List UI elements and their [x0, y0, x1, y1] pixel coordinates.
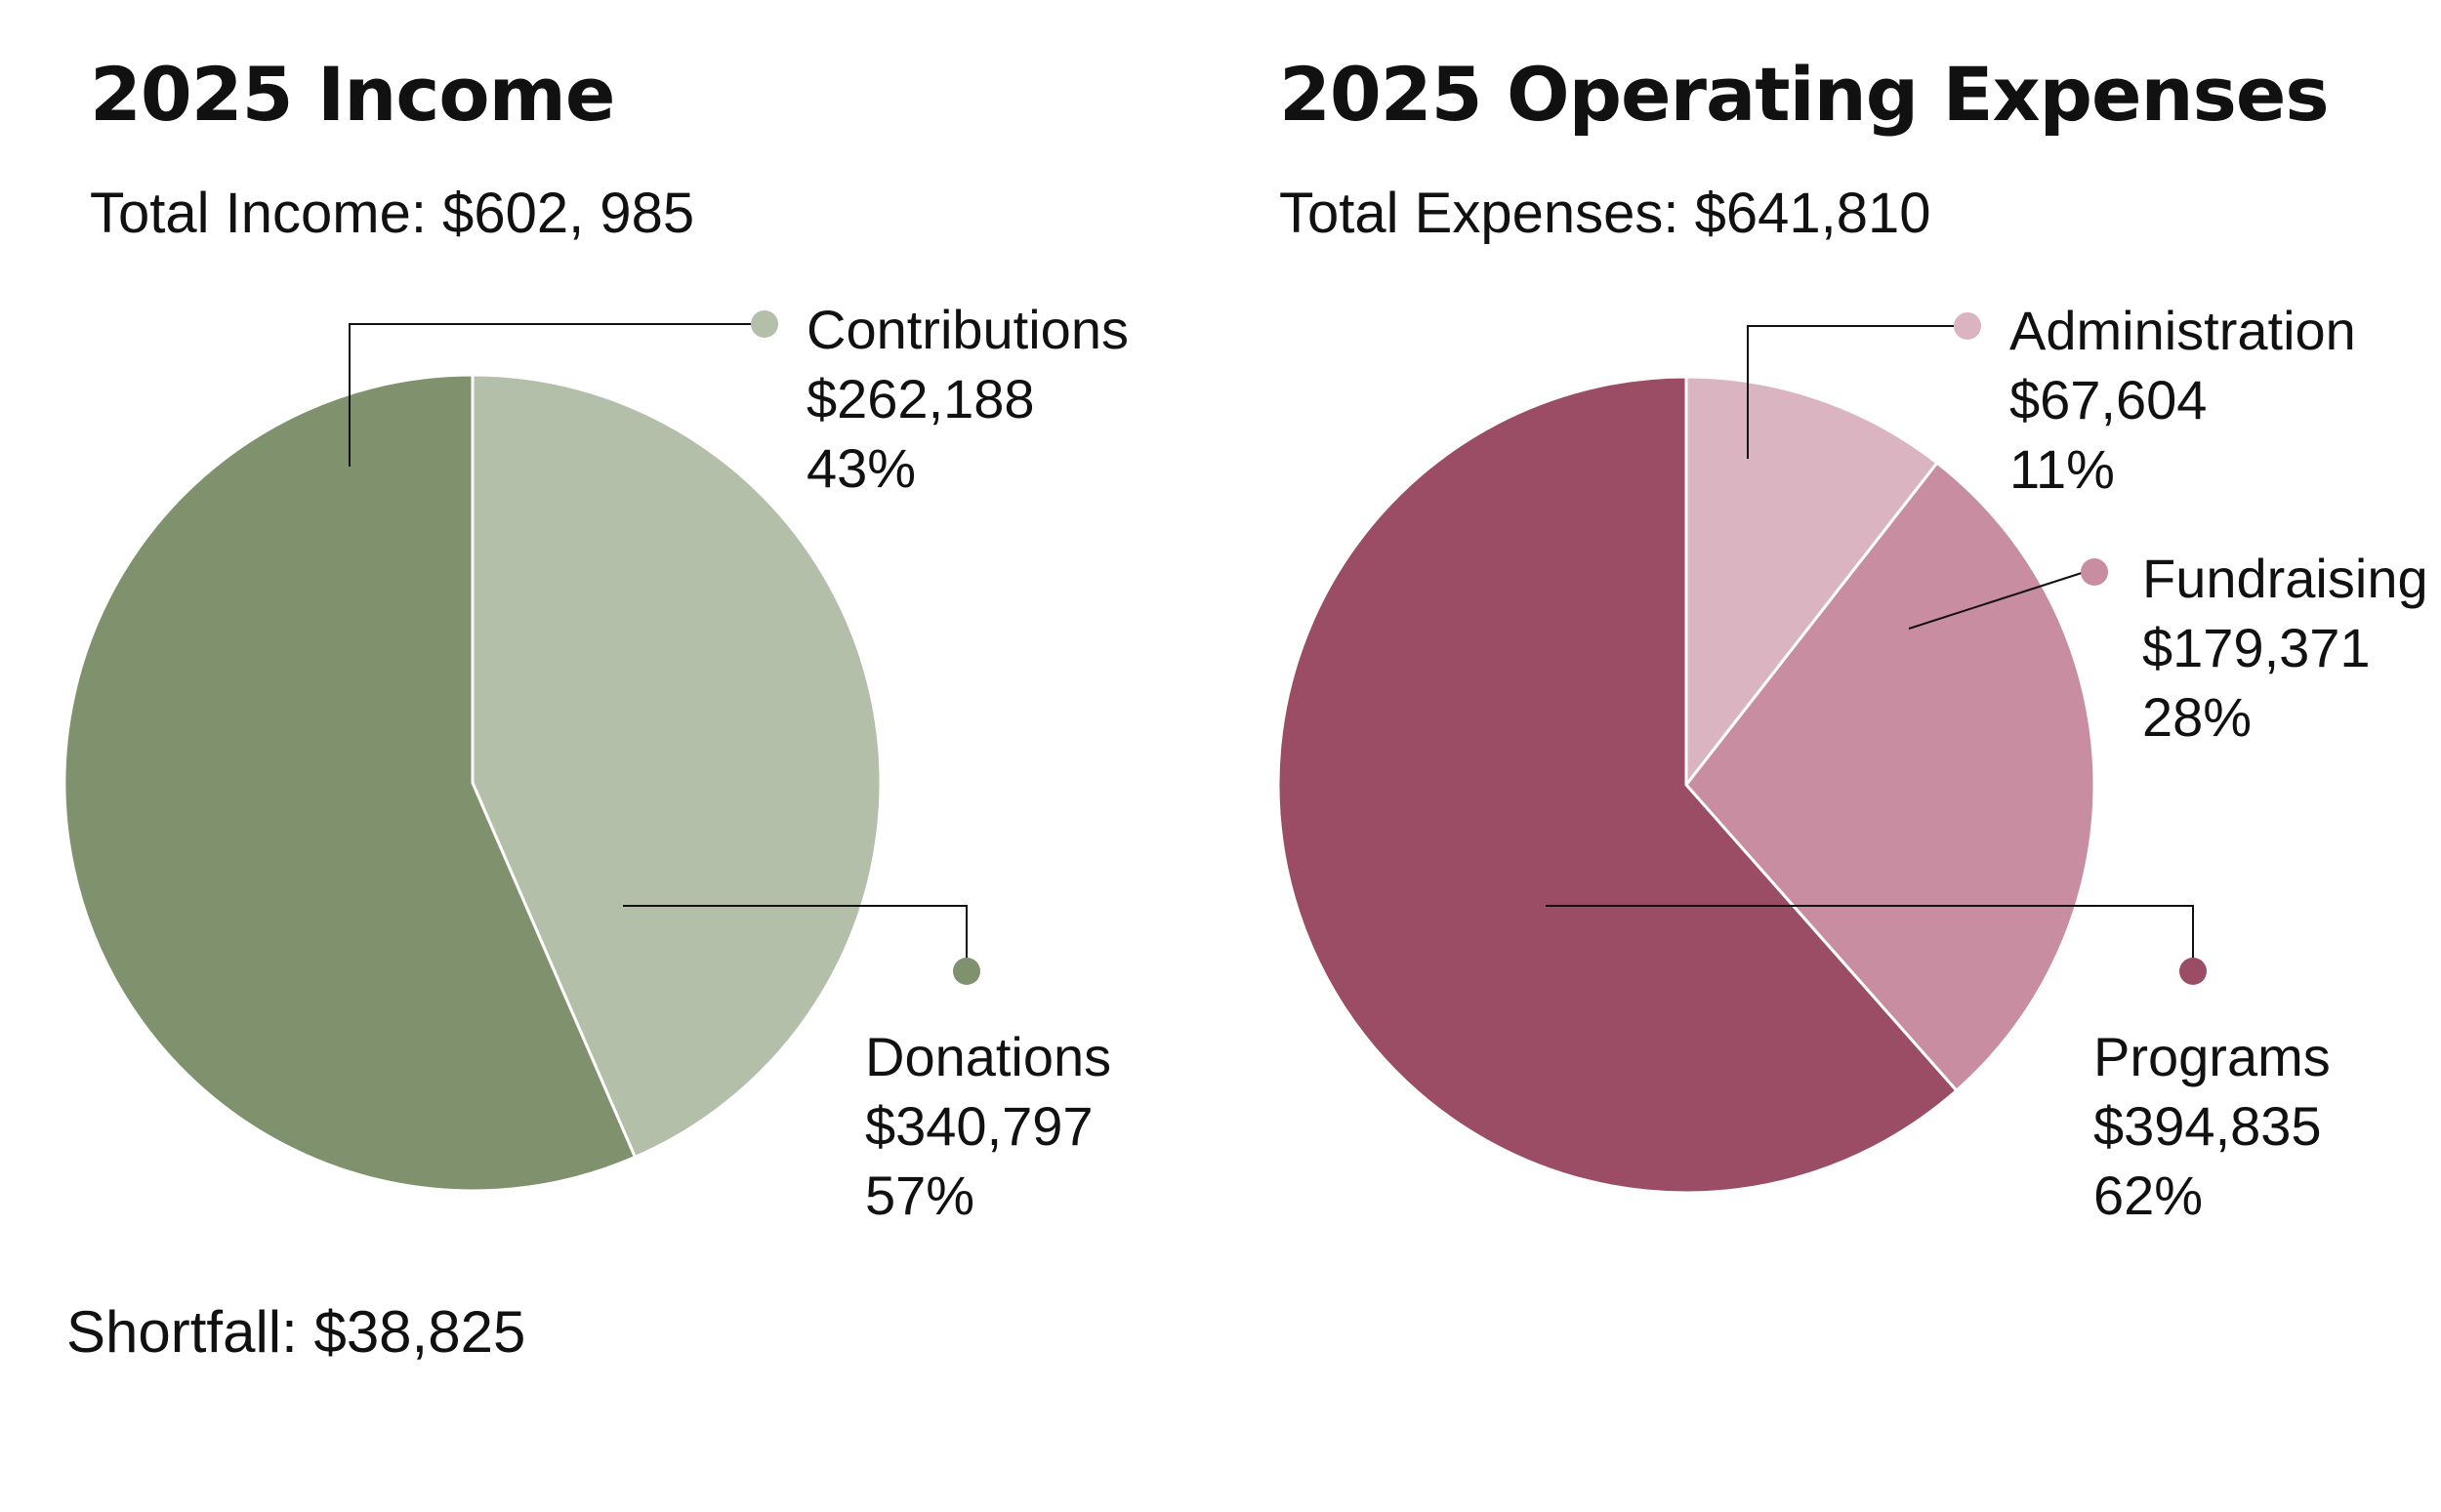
leader-line [349, 323, 764, 467]
income-total: Total Income: $602, 985 [90, 182, 695, 245]
slice-label-name: Administration [2009, 300, 2356, 361]
slice-label-amount: $67,604 [2009, 369, 2207, 430]
slice-label-percent: 43% [807, 437, 916, 499]
pie-slice-contributions [471, 373, 883, 1160]
leader-line [1747, 325, 1963, 459]
pie-slice-donations [62, 373, 638, 1193]
expenses-callout-administration: Administration $67,604 11% [1747, 300, 2356, 500]
expenses-chart-title: 2025 Operating Expenses [1279, 51, 2330, 138]
income-callout-contributions: Contributions $262,188 43% [349, 299, 1129, 499]
leader-line [1546, 905, 2194, 966]
slice-label-amount: $340,797 [865, 1095, 1094, 1157]
slice-label-name: Donations [865, 1026, 1111, 1087]
slice-label-amount: $179,371 [2142, 617, 2371, 678]
slice-label-amount: $394,835 [2093, 1095, 2322, 1157]
legend-dot [2081, 558, 2108, 586]
slice-label-percent: 11% [2009, 438, 2115, 500]
slice-label-percent: 62% [2093, 1165, 2203, 1226]
legend-dot [953, 958, 980, 985]
expenses-pie [1276, 375, 2096, 1195]
pie-slice-administration [1684, 375, 1939, 790]
slice-label-percent: 57% [865, 1165, 974, 1226]
pie-slice-programs [1276, 375, 1959, 1195]
shortfall-text: Shortfall: $38,825 [66, 1299, 526, 1365]
slice-label-name: Fundraising [2142, 548, 2428, 609]
legend-dot [751, 310, 778, 338]
income-chart-title: 2025 Income [90, 51, 615, 138]
income-callout-donations: Donations $340,797 57% [623, 905, 1111, 1226]
pie-slice-fundraising [1684, 461, 2096, 1093]
slice-label-percent: 28% [2142, 686, 2252, 748]
expenses-callout-programs: Programs $394,835 62% [1546, 905, 2331, 1226]
expenses-callout-fundraising: Fundraising $179,371 28% [1908, 548, 2428, 748]
income-pie [62, 373, 883, 1193]
legend-dot [2179, 958, 2207, 985]
slice-label-name: Programs [2093, 1026, 2331, 1087]
legend-dot [1954, 312, 1981, 340]
expenses-total: Total Expenses: $641,810 [1279, 182, 1931, 245]
leader-line [1908, 571, 2086, 630]
slice-label-amount: $262,188 [807, 368, 1035, 429]
slice-label-name: Contributions [807, 299, 1129, 360]
leader-line [623, 905, 968, 970]
